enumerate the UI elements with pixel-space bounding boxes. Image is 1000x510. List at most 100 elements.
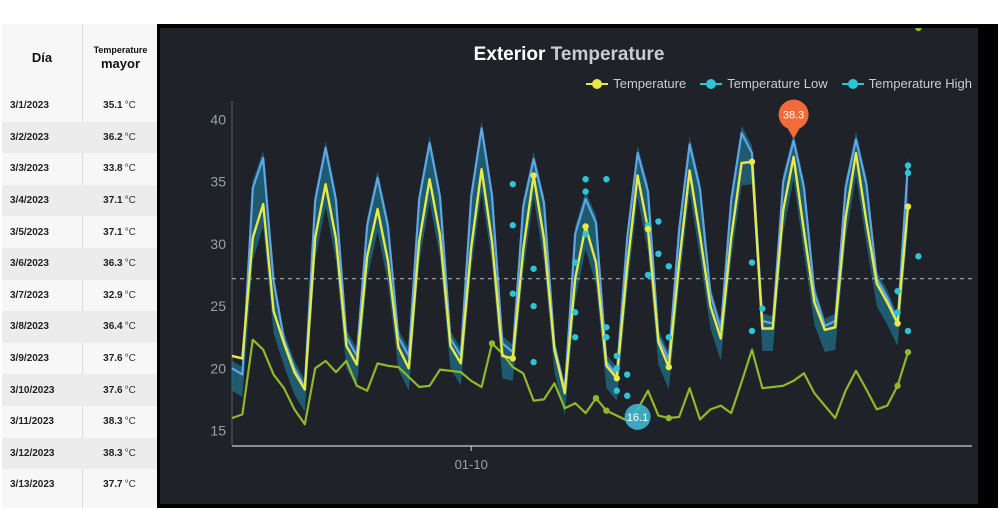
temperature-unit: °C (124, 479, 136, 491)
temperature-point (509, 355, 516, 362)
table-row: 3/12/2023 38.3 °C (2, 437, 157, 470)
temperature-point (582, 223, 589, 230)
temperature-value: 36.3 (103, 258, 123, 270)
legend-swatch-temperature-icon (586, 78, 609, 89)
temperature-point (904, 203, 912, 210)
table-cell-temperature: 38.3 °C (82, 416, 157, 427)
temperature-unit: °C (124, 353, 136, 365)
y-tick-label: 15 (210, 423, 226, 439)
scatter-point (904, 169, 912, 177)
table-row: 3/3/2023 33.8 °C (2, 153, 157, 185)
temperature-value: 37.1 (103, 195, 123, 207)
table-row: 3/11/2023 38.3 °C (2, 406, 157, 438)
temperature-low-point (915, 28, 922, 32)
chart-title-part1: Exterior (473, 44, 546, 65)
table-cell-temperature: 37.6 °C (82, 353, 157, 364)
table-row: 3/13/2023 37.7 °C (2, 469, 157, 501)
table-cell-temperature: 37.1 °C (82, 195, 157, 206)
scatter-point (509, 222, 516, 229)
min-bubble-icon (624, 403, 651, 430)
temperature-point (530, 172, 537, 179)
table-row: 3/6/2023 36.3 °C (2, 248, 157, 280)
scatter-point (603, 175, 610, 183)
temperature-unit: °C (124, 321, 136, 333)
table-cell-temperature: 33.8 °C (82, 163, 157, 174)
temperature-unit: °C (124, 384, 136, 396)
temperature-unit: °C (124, 258, 136, 270)
legend-item-temperature-high[interactable]: Temperature High (841, 76, 972, 91)
table-cell-day: 3/13/2023 (10, 479, 55, 491)
scatter-point (613, 365, 620, 372)
scatter-point (582, 230, 589, 238)
legend-label-temperature-high: Temperature High (868, 76, 972, 91)
temperature-low-point (904, 348, 912, 356)
max-pin-pointer-icon (786, 126, 801, 139)
screenshot-frame: Día Temperature mayor 3/1/2023 35.1 °C 3/2/… (2, 24, 998, 508)
scatter-point (603, 334, 610, 341)
temperature-value: 36.4 (103, 321, 123, 333)
scatter-point (624, 371, 631, 378)
table-cell-temperature: 36.3 °C (82, 258, 157, 269)
temperature-value: 37.6 (103, 384, 123, 396)
scatter-point (894, 287, 901, 295)
y-tick-label: 40 (210, 111, 226, 127)
scatter-point (603, 324, 610, 331)
scatter-point (530, 358, 537, 366)
scatter-point (665, 334, 672, 341)
series-line-temperature-low (231, 338, 910, 426)
table-cell-temperature: 37.7 °C (82, 479, 157, 490)
temperature-value: 37.7 (103, 479, 123, 491)
legend-item-temperature-low[interactable]: Temperature Low (700, 76, 828, 91)
temperature-low-point (665, 414, 672, 422)
temperature-value: 33.8 (103, 163, 123, 175)
scatter-point (665, 263, 672, 270)
max-pin-icon (778, 99, 809, 130)
scatter-point (904, 327, 912, 335)
series-line-temperature-high (231, 127, 910, 392)
chart-legend: Temperature Temperature Low Temperature … (586, 76, 972, 91)
min-bubble-label: 16.1 (627, 412, 648, 424)
temperature-value: 32.9 (103, 289, 123, 301)
scatter-point (572, 259, 579, 266)
table-cell-day: 3/7/2023 (10, 289, 49, 301)
temperature-value: 36.2 (103, 131, 123, 143)
scatter-point (904, 162, 912, 169)
chart-title: Exterior Temperature (160, 44, 978, 66)
temperature-unit: °C (124, 416, 136, 428)
table-row: 3/10/2023 37.6 °C (2, 374, 157, 406)
daily-max-temperature-table: Día Temperature mayor 3/1/2023 35.1 °C 3/2/… (2, 24, 157, 508)
table-cell-temperature: 38.3 °C (82, 448, 157, 459)
table-cell-day: 3/2/2023 (10, 131, 49, 143)
temperature-value: 38.3 (103, 447, 123, 459)
temperature-line-chart: 15 20 25 30 35 40 01-10 38.3 16.1 (210, 28, 972, 472)
table-cell-temperature: 32.9 °C (82, 290, 157, 301)
scatter-point (894, 309, 901, 316)
temperature-value: 35.1 (103, 100, 123, 112)
y-tick-label: 35 (210, 174, 226, 190)
table-cell-day: 3/12/2023 (10, 447, 55, 459)
scatter-point (748, 327, 756, 335)
temperature-value: 38.3 (103, 416, 123, 428)
x-tick-label: 01-10 (455, 457, 488, 472)
table-cell-temperature: 36.4 °C (82, 321, 157, 332)
scatter-point (572, 309, 579, 316)
legend-item-temperature[interactable]: Temperature (586, 76, 686, 91)
legend-swatch-high-icon (841, 78, 864, 89)
table-cell-day: 3/9/2023 (10, 353, 49, 365)
scatter-point (530, 265, 537, 272)
table-cell-day: 3/8/2023 (10, 321, 49, 333)
table-cell-temperature: 36.2 °C (82, 132, 157, 143)
temperature-value: 37.1 (103, 226, 123, 238)
table-row: 3/5/2023 37.1 °C (2, 216, 157, 248)
temperature-low-point (603, 407, 610, 414)
scatter-point (644, 271, 652, 279)
table-cell-temperature: 37.6 °C (82, 385, 157, 396)
temperature-header-line2: mayor (100, 56, 141, 71)
temperature-point (613, 375, 620, 382)
chart-panel: 15 20 25 30 35 40 01-10 38.3 16.1 Exterior Tempe… (160, 28, 978, 504)
table-cell-day: 3/5/2023 (10, 226, 49, 238)
scatter-point (530, 302, 537, 310)
temperature-unit: °C (124, 226, 136, 238)
table-row: 3/8/2023 36.4 °C (2, 311, 157, 343)
table-cell-day: 3/11/2023 (10, 416, 54, 428)
